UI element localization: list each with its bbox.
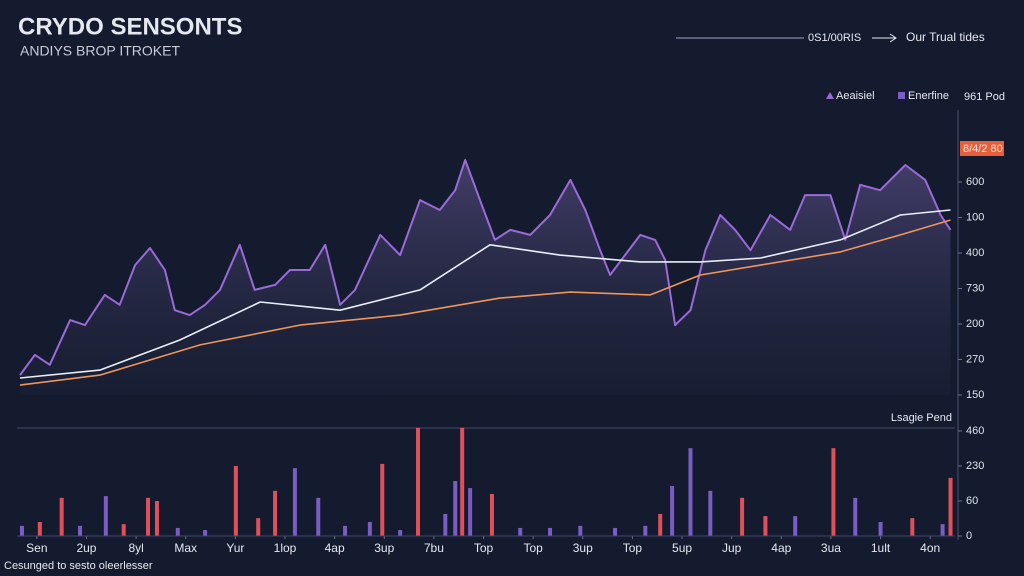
- page-title: CRYDO SENSONTS: [18, 13, 242, 40]
- moving-average: [19, 219, 951, 386]
- volume-bar: [203, 530, 208, 536]
- volume-bar: [518, 527, 523, 536]
- y-tick-label: 730: [966, 282, 984, 294]
- y-tick-label: 60: [966, 495, 978, 507]
- volume-bar: [831, 448, 836, 536]
- x-tick-label: 3up: [573, 541, 593, 555]
- price-line: [19, 159, 952, 376]
- y-tick-label: 600: [966, 176, 984, 188]
- moving-average: [19, 209, 951, 379]
- volume-bar: [489, 494, 494, 536]
- volume-bar: [910, 518, 915, 536]
- volume-bar: [853, 497, 858, 536]
- volume-bar: [233, 466, 238, 536]
- volume-bar: [19, 525, 24, 536]
- volume-bar: [416, 427, 421, 536]
- x-tick-label: 5up: [672, 541, 692, 555]
- volume-bar: [670, 485, 675, 536]
- axis-caption: 961 Pod: [964, 91, 1005, 103]
- y-tick-label: 270: [966, 353, 984, 365]
- x-tick-label: 4on: [920, 541, 940, 555]
- x-tick-label: Max: [174, 541, 197, 555]
- volume-bar: [740, 497, 745, 536]
- x-tick-label: Top: [474, 541, 494, 555]
- volume-bar: [658, 513, 663, 536]
- volume-bar: [708, 490, 713, 536]
- volume-bar: [256, 518, 261, 536]
- price-tag: 8/4/2 80: [963, 143, 1003, 155]
- volume-bar: [37, 522, 42, 536]
- volume-bar: [453, 481, 458, 536]
- volume-bar: [578, 525, 583, 536]
- volume-bar: [688, 448, 693, 536]
- link-arrow: [872, 33, 897, 43]
- footer: Cesunged to sesto oleerlesser: [4, 560, 153, 572]
- x-tick-label: Sen: [26, 541, 47, 555]
- volume-bar: [343, 525, 348, 536]
- volume-bar: [460, 427, 465, 536]
- x-tick-label: Top: [623, 541, 643, 555]
- volume-bar: [273, 490, 278, 536]
- volume-bar: [292, 468, 297, 536]
- page-subtitle: ANDIYS BROP ITROKET: [20, 43, 180, 59]
- volume-bar: [146, 497, 151, 536]
- volume-bar: [121, 524, 126, 536]
- y-tick-label: 230: [966, 460, 984, 472]
- y-tick-label: 0: [966, 530, 972, 542]
- x-tick-label: 1lop: [274, 541, 297, 555]
- price-area: [19, 160, 951, 395]
- volume-bar: [154, 501, 159, 536]
- y-tick-label: 460: [966, 425, 984, 437]
- panel-title: Lsagie Pend: [891, 412, 952, 424]
- volume-bar: [175, 527, 180, 536]
- volume-bar: [398, 530, 403, 536]
- range-label: 0S1/00RIS: [808, 32, 861, 44]
- volume-bar: [380, 463, 385, 536]
- x-tick-label: 8yl: [128, 541, 143, 555]
- volume-bar: [78, 525, 83, 536]
- volume-bar: [613, 527, 618, 536]
- volume-bar: [367, 522, 372, 536]
- legend-marker: [898, 92, 905, 99]
- y-tick-label: 200: [966, 318, 984, 330]
- price-tag-box: [960, 141, 1004, 156]
- volume-bar: [793, 516, 798, 536]
- link[interactable]: Our Trual tides: [906, 30, 985, 44]
- volume-bar: [59, 497, 64, 536]
- legend-label: Aeaisiel: [836, 90, 875, 102]
- volume-bar: [468, 488, 473, 536]
- x-tick-label: Yur: [226, 541, 244, 555]
- volume-bar: [948, 477, 953, 536]
- x-tick-label: 2up: [76, 541, 96, 555]
- volume-bar: [316, 497, 321, 536]
- y-tick-label: 150: [966, 389, 984, 401]
- x-tick-label: 3ua: [821, 541, 841, 555]
- y-tick-label: 400: [966, 247, 984, 259]
- volume-bar: [940, 524, 945, 536]
- volume-bar: [103, 496, 108, 536]
- x-tick-label: 7bu: [424, 541, 444, 555]
- x-tick-label: 3up: [374, 541, 394, 555]
- volume-bar: [548, 527, 553, 536]
- volume-bar: [763, 516, 768, 536]
- volume-bar: [878, 522, 883, 536]
- x-tick-label: Jup: [722, 541, 742, 555]
- volume-bar: [643, 525, 648, 536]
- x-tick-label: 4ap: [771, 541, 791, 555]
- x-tick-label: Top: [523, 541, 543, 555]
- legend-label: Enerfine: [908, 90, 949, 102]
- legend-marker: [826, 92, 834, 99]
- volume-bar: [443, 513, 448, 536]
- x-tick-label: 1ult: [871, 541, 891, 555]
- x-tick-label: 4ap: [325, 541, 345, 555]
- y-tick-label: 100: [966, 211, 984, 223]
